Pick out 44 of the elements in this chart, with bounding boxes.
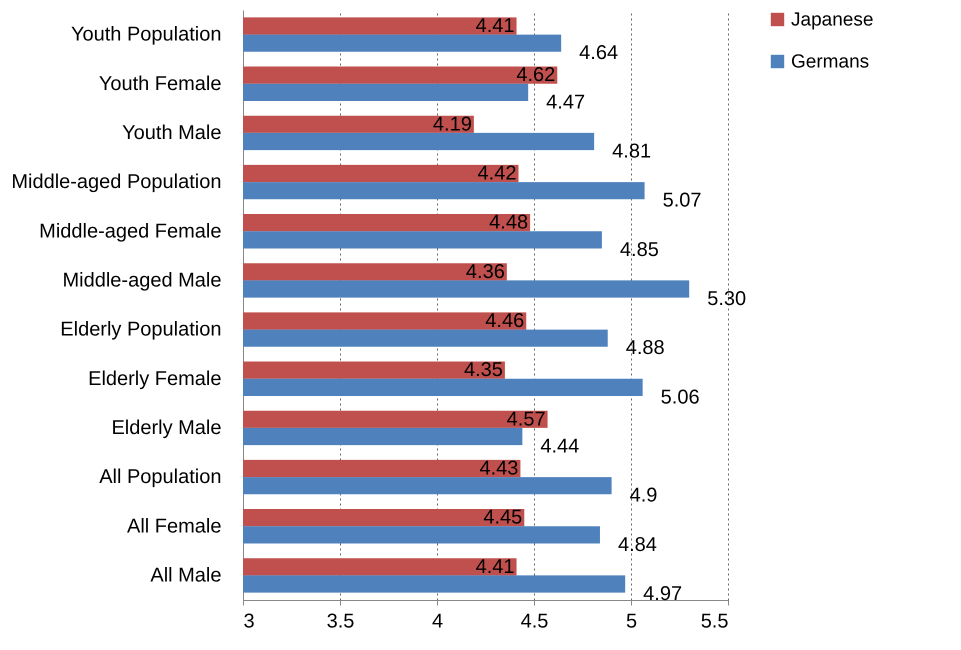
y-tick-label: Elderly Population (60, 318, 222, 341)
x-tick-label: 3.5 (326, 610, 354, 632)
data-label: 4.41 (476, 14, 515, 37)
legend-label: Japanese (791, 10, 874, 30)
y-tick-label: Middle-aged Male (62, 269, 222, 292)
data-label: 4.46 (485, 310, 524, 332)
data-label: 4.64 (579, 42, 618, 64)
data-label: 4.57 (506, 408, 546, 430)
data-label: 4.88 (626, 337, 665, 360)
y-tick-label: All Population (99, 466, 222, 488)
y-tick-label: Youth Male (122, 122, 222, 144)
data-label: 5.06 (660, 386, 700, 408)
data-label: 4.9 (630, 484, 658, 507)
y-tick-label: All Female (127, 515, 222, 538)
x-tick-label: 5 (626, 610, 638, 632)
data-label: 4.85 (620, 238, 659, 261)
legend-label: Germans (791, 52, 870, 72)
data-label: 4.36 (466, 260, 505, 283)
data-label: 4.84 (618, 534, 657, 556)
data-label: 4.41 (476, 556, 515, 578)
y-tick-label: All Male (150, 564, 222, 586)
x-tick-label: 5.5 (700, 610, 728, 632)
data-label: 5.30 (707, 288, 746, 310)
data-label: 4.97 (643, 583, 682, 606)
data-label: 4.45 (483, 506, 522, 529)
y-tick-label: Elderly Female (88, 368, 222, 390)
y-tick-label: Youth Population (70, 24, 222, 46)
data-label: 4.42 (478, 162, 516, 184)
x-tick-label: 4 (432, 610, 444, 632)
data-label: 5.07 (662, 190, 702, 212)
y-tick-label: Middle-aged Population (11, 171, 222, 194)
y-tick-label: Middle-aged Female (39, 220, 222, 242)
x-tick-label: 3 (244, 610, 255, 632)
x-tick-label: 4.5 (520, 610, 548, 632)
y-tick-label: Youth Female (98, 72, 222, 95)
data-label: 4.62 (516, 64, 556, 86)
data-label: 4.48 (489, 212, 528, 234)
data-label: 4.19 (432, 113, 472, 136)
data-label: 4.43 (479, 457, 518, 480)
data-label: 4.35 (464, 359, 503, 382)
data-label: 4.47 (546, 91, 586, 114)
data-label: 4.44 (540, 436, 580, 458)
data-label: 4.81 (612, 140, 652, 163)
y-tick-label: Elderly Male (111, 416, 222, 439)
